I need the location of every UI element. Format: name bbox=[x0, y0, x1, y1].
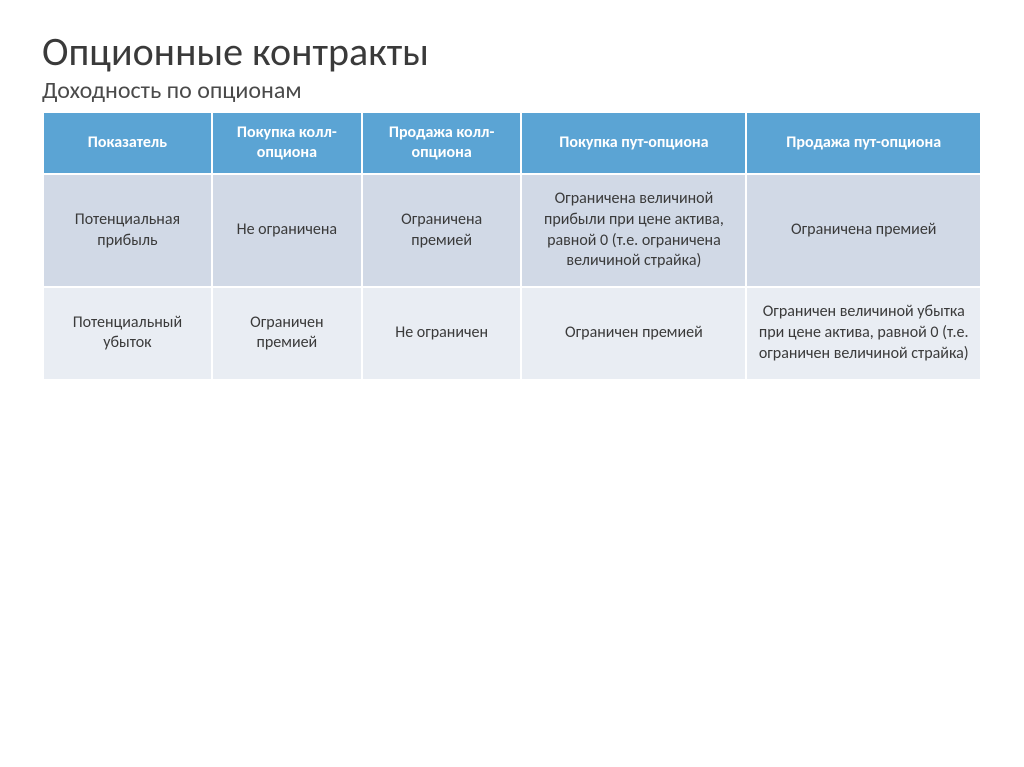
table-row: Потенциальная прибыль Не ограничена Огра… bbox=[43, 174, 981, 287]
col-header-buy-put: Покупка пут-опциона bbox=[521, 112, 746, 174]
options-table: Показатель Покупка колл-опциона Продажа … bbox=[42, 111, 982, 381]
cell-profit-sell-call: Ограничена премией bbox=[362, 174, 521, 287]
cell-profit-label: Потенциальная прибыль bbox=[43, 174, 212, 287]
table-row: Потенциальный убыток Ограничен премией Н… bbox=[43, 287, 981, 379]
cell-loss-label: Потенциальный убыток bbox=[43, 287, 212, 379]
cell-profit-sell-put: Ограничена премией bbox=[746, 174, 981, 287]
page-subtitle: Доходность по опционам bbox=[42, 76, 982, 105]
cell-profit-buy-put: Ограничена величиной прибыли при цене ак… bbox=[521, 174, 746, 287]
cell-loss-buy-put: Ограничен премией bbox=[521, 287, 746, 379]
col-header-buy-call: Покупка колл-опциона bbox=[212, 112, 362, 174]
table-header-row: Показатель Покупка колл-опциона Продажа … bbox=[43, 112, 981, 174]
page-title: Опционные контракты bbox=[42, 30, 982, 74]
col-header-sell-call: Продажа колл-опциона bbox=[362, 112, 521, 174]
cell-loss-buy-call: Ограничен премией bbox=[212, 287, 362, 379]
cell-loss-sell-put: Ограничен величиной убытка при цене акти… bbox=[746, 287, 981, 379]
col-header-indicator: Показатель bbox=[43, 112, 212, 174]
cell-loss-sell-call: Не ограничен bbox=[362, 287, 521, 379]
cell-profit-buy-call: Не ограничена bbox=[212, 174, 362, 287]
col-header-sell-put: Продажа пут-опциона bbox=[746, 112, 981, 174]
